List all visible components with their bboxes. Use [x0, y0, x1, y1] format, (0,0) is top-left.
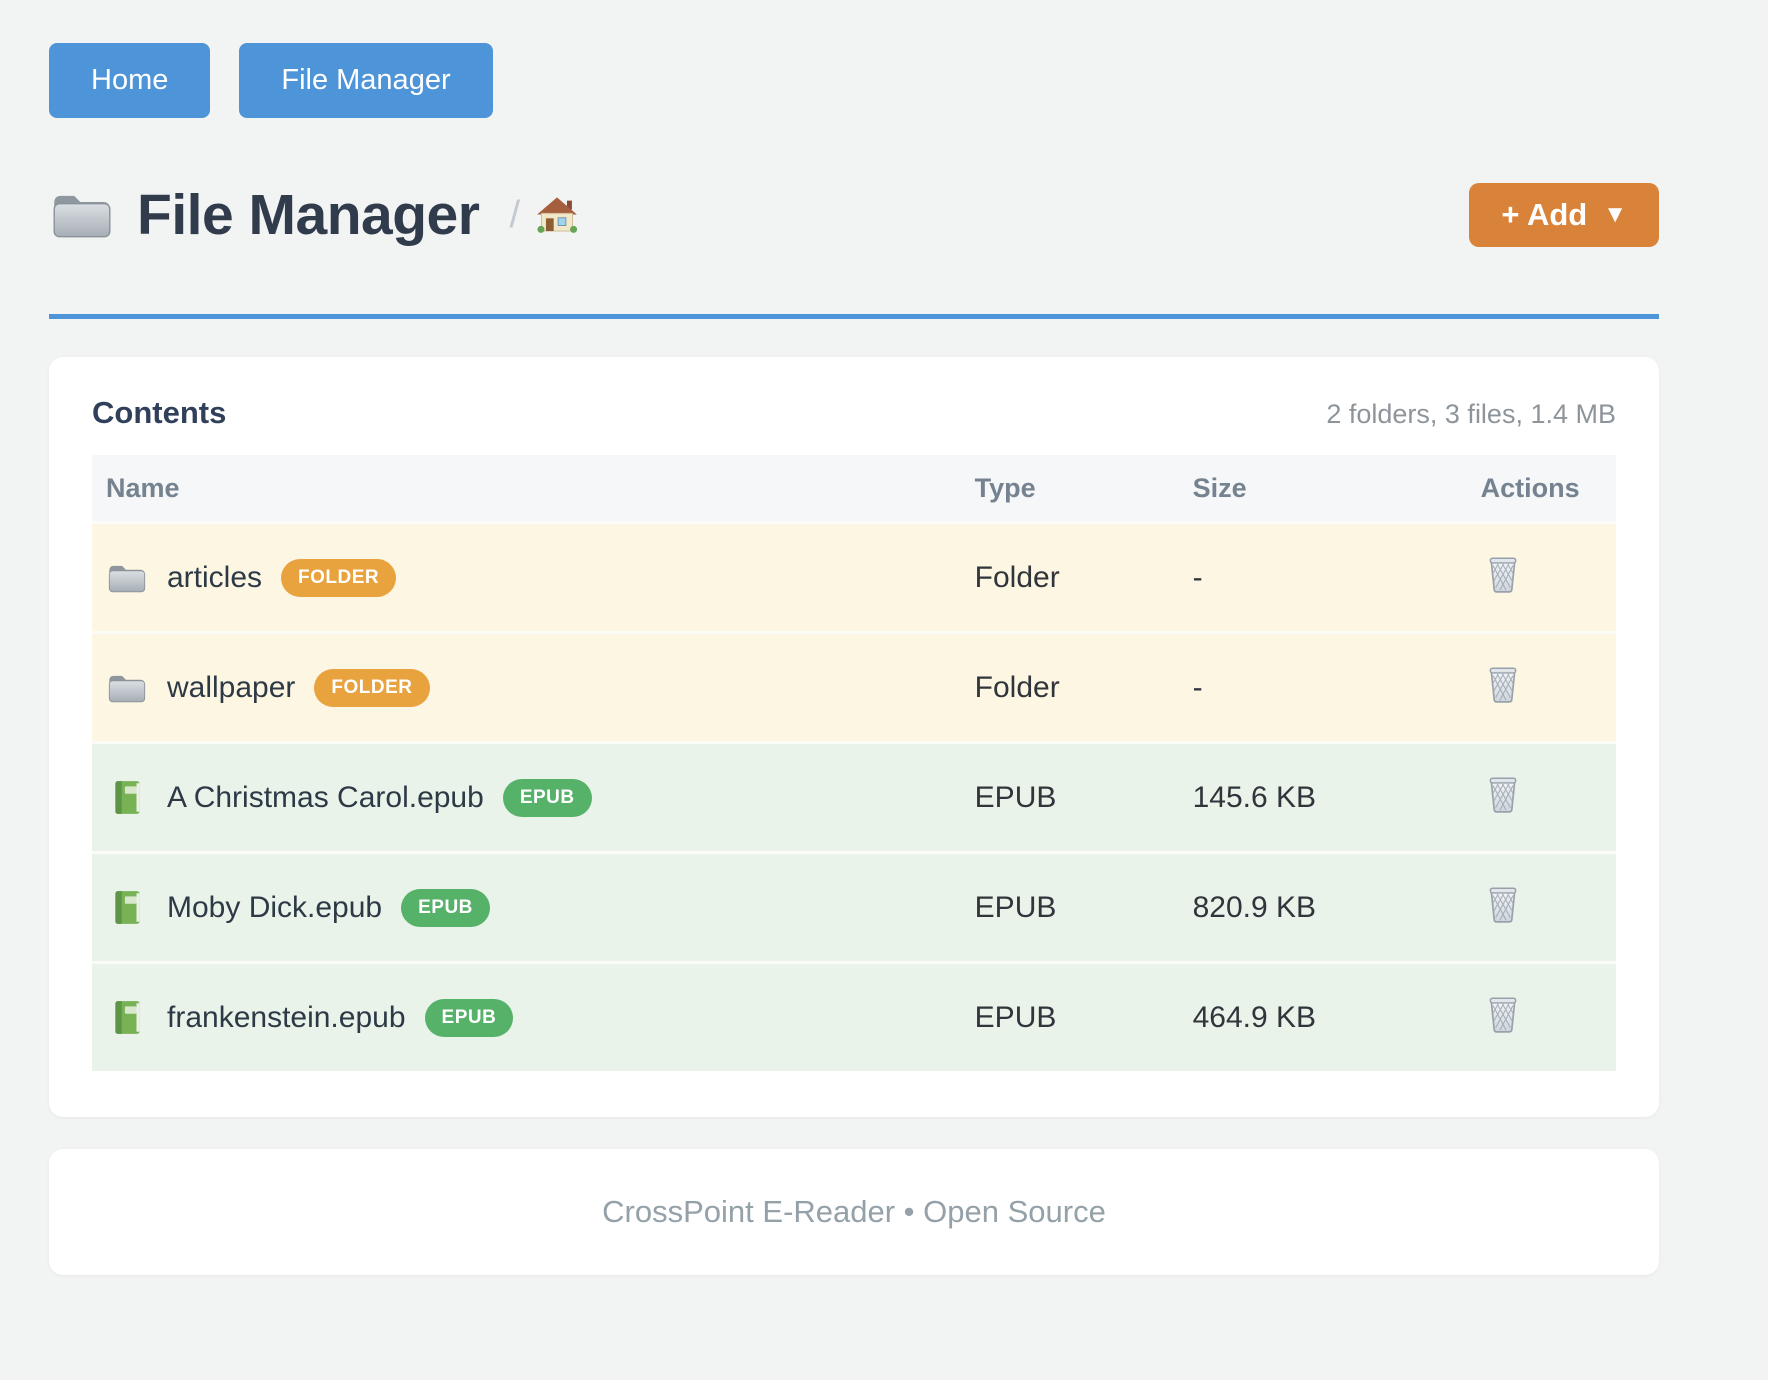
column-header-size: Size	[1192, 472, 1247, 503]
page-header: File Manager / + Add ▼	[49, 182, 1659, 248]
file-link[interactable]: wallpaper	[167, 670, 296, 704]
breadcrumb-separator: /	[509, 193, 520, 236]
folder-icon	[106, 669, 148, 707]
book-icon	[106, 999, 148, 1037]
page-title: File Manager	[137, 183, 480, 247]
delete-button[interactable]	[1467, 774, 1521, 814]
contents-summary: 2 folders, 3 files, 1.4 MB	[1326, 399, 1616, 429]
delete-button[interactable]	[1467, 554, 1521, 594]
book-icon	[106, 889, 148, 927]
type-cell: EPUB	[974, 890, 1057, 924]
trash-icon	[1485, 994, 1521, 1034]
page-container: Home File Manager File Manager / + Add ▼…	[49, 0, 1659, 1275]
top-nav: Home File Manager	[49, 43, 1659, 118]
file-link[interactable]: Moby Dick.epub	[167, 890, 383, 924]
table-row: wallpaper FOLDER Folder -	[92, 631, 1616, 741]
type-badge: FOLDER	[314, 668, 430, 707]
size-cell: 464.9 KB	[1192, 1000, 1317, 1034]
size-cell: 820.9 KB	[1192, 890, 1317, 924]
type-cell: Folder	[974, 670, 1060, 704]
size-cell: -	[1192, 670, 1203, 704]
table-row: articles FOLDER Folder -	[92, 521, 1616, 631]
delete-button[interactable]	[1467, 884, 1521, 924]
type-cell: Folder	[974, 560, 1060, 594]
contents-card: Contents 2 folders, 3 files, 1.4 MB Name…	[49, 357, 1659, 1117]
type-cell: EPUB	[974, 780, 1057, 814]
table-row: frankenstein.epub EPUB EPUB 464.9 KB	[92, 961, 1616, 1071]
contents-card-header: Contents 2 folders, 3 files, 1.4 MB	[92, 395, 1616, 431]
table-body: articles FOLDER Folder - wallpaper FOLDE…	[92, 521, 1616, 1071]
file-link[interactable]: frankenstein.epub	[167, 1000, 406, 1034]
folder-icon	[106, 559, 148, 597]
footer: CrossPoint E-Reader • Open Source	[49, 1149, 1659, 1275]
table-row: Moby Dick.epub EPUB EPUB 820.9 KB	[92, 851, 1616, 961]
trash-icon	[1485, 884, 1521, 924]
file-manager-button[interactable]: File Manager	[239, 43, 493, 118]
name-cell: wallpaper FOLDER	[92, 668, 961, 707]
size-cell: -	[1192, 560, 1203, 594]
trash-icon	[1485, 554, 1521, 594]
add-button[interactable]: + Add ▼	[1469, 183, 1659, 247]
add-button-label: + Add	[1501, 197, 1588, 232]
name-cell: articles FOLDER	[92, 558, 961, 597]
column-header-actions: Actions	[1480, 472, 1580, 503]
contents-title: Contents	[92, 395, 227, 430]
name-cell: A Christmas Carol.epub EPUB	[92, 778, 961, 817]
type-badge: EPUB	[401, 888, 490, 927]
title-divider	[49, 314, 1659, 319]
type-cell: EPUB	[974, 1000, 1057, 1034]
trash-icon	[1485, 664, 1521, 704]
column-header-name: Name	[106, 472, 180, 503]
file-table: Name Type Size Actions articles FOLDER F…	[92, 455, 1616, 1071]
delete-button[interactable]	[1467, 664, 1521, 704]
table-header-row: Name Type Size Actions	[92, 455, 1616, 521]
file-link[interactable]: articles	[167, 560, 263, 594]
footer-text: CrossPoint E-Reader • Open Source	[602, 1194, 1106, 1229]
trash-icon	[1485, 774, 1521, 814]
folder-icon	[49, 187, 115, 243]
type-badge: EPUB	[424, 998, 514, 1037]
name-cell: Moby Dick.epub EPUB	[92, 888, 961, 927]
column-header-type: Type	[974, 472, 1036, 503]
size-cell: 145.6 KB	[1192, 780, 1317, 814]
chevron-down-icon: ▼	[1603, 201, 1627, 228]
book-icon	[106, 779, 148, 817]
type-badge: FOLDER	[281, 558, 397, 597]
home-button[interactable]: Home	[49, 43, 211, 118]
house-icon[interactable]	[536, 195, 578, 235]
table-row: A Christmas Carol.epub EPUB EPUB 145.6 K…	[92, 741, 1616, 851]
name-cell: frankenstein.epub EPUB	[92, 998, 961, 1037]
file-link[interactable]: A Christmas Carol.epub	[167, 780, 484, 814]
breadcrumb: /	[509, 194, 578, 237]
delete-button[interactable]	[1467, 994, 1521, 1034]
type-badge: EPUB	[502, 778, 592, 817]
